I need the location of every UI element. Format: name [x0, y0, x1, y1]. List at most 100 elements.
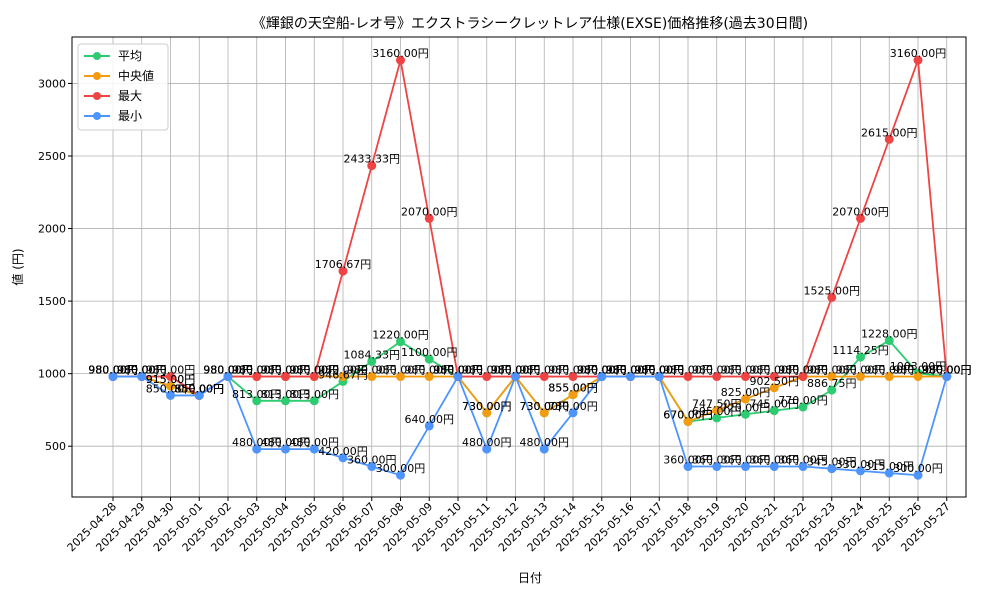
data-label: 360.00円 [692, 454, 742, 467]
data-label: 980.00円 [433, 364, 483, 377]
data-label: 1114.25円 [832, 344, 889, 357]
data-label: 3160.00円 [372, 47, 429, 60]
data-label: 980.00円 [261, 364, 311, 377]
data-point [338, 372, 348, 382]
data-point [338, 266, 348, 276]
data-label: 345.00円 [807, 456, 857, 469]
data-label: 855.00円 [548, 382, 598, 395]
data-point [568, 408, 578, 418]
y-tick-label: 2000 [38, 223, 66, 236]
data-label: 980.00円 [491, 364, 541, 377]
data-label: 980.00円 [491, 364, 541, 377]
data-label: 980.00円 [203, 364, 253, 377]
data-point [166, 390, 175, 400]
data-point [827, 385, 837, 395]
data-label: 980.00円 [117, 364, 167, 377]
data-label: 980.00円 [922, 364, 972, 377]
data-point [741, 409, 750, 419]
data-label: 980.00円 [692, 364, 742, 377]
data-label: 2070.00円 [401, 205, 458, 218]
data-point [798, 372, 808, 382]
data-label: 730.00円 [520, 400, 570, 413]
data-point [252, 396, 262, 406]
data-point [108, 372, 118, 382]
data-point [424, 213, 434, 223]
data-label: 980.00円 [606, 364, 656, 377]
data-point [309, 396, 319, 406]
data-label: 980.00円 [922, 364, 972, 377]
data-label: 300.00円 [893, 462, 943, 475]
data-label: 360.00円 [663, 454, 713, 467]
data-point [338, 453, 348, 463]
data-point [453, 372, 463, 382]
data-point [769, 462, 779, 472]
y-axis-ticks: 500 1000 1500 2000 2500 3000 [38, 77, 72, 453]
data-point [884, 336, 894, 346]
data-point [367, 161, 377, 171]
data-point [539, 372, 549, 382]
data-label: 1525.00円 [804, 284, 861, 297]
data-label: 980.00円 [577, 364, 627, 377]
data-label: 980.00円 [922, 364, 972, 377]
data-point [884, 468, 894, 478]
data-label: 980.00円 [836, 364, 886, 377]
data-label: 420.00円 [318, 445, 368, 458]
data-label: 980.00円 [577, 364, 627, 377]
data-point [367, 356, 377, 366]
data-point [281, 372, 290, 382]
data-label: 330.00円 [836, 458, 886, 471]
data-label: 980.00円 [663, 364, 713, 377]
data-label: 980.00円 [203, 364, 253, 377]
data-label: 813.00円 [261, 388, 311, 401]
series-layer [108, 55, 952, 480]
data-point [281, 396, 290, 406]
data-label: 695.00円 [692, 405, 742, 418]
data-label: 640.00円 [405, 413, 455, 426]
legend-swatch-marker [93, 92, 101, 100]
y-tick-label: 1000 [38, 368, 66, 381]
data-label: 980.00円 [433, 364, 483, 377]
data-label: 980.00円 [606, 364, 656, 377]
legend-label: 最大 [118, 89, 142, 103]
data-label: 980.00円 [433, 364, 483, 377]
data-point [913, 372, 923, 382]
data-label: 813.00円 [290, 388, 340, 401]
data-point [137, 372, 147, 382]
data-point [913, 55, 923, 65]
data-point [942, 372, 952, 382]
data-label: 850.00円 [175, 382, 225, 395]
data-label: 980.00円 [491, 364, 541, 377]
data-label: 730.00円 [548, 400, 598, 413]
data-label: 730.00円 [520, 400, 570, 413]
data-point [482, 372, 492, 382]
data-point [769, 406, 779, 416]
data-label: 980.00円 [548, 364, 598, 377]
data-label: 980.00円 [462, 364, 512, 377]
data-point [769, 383, 779, 393]
data-label: 980.00円 [290, 364, 340, 377]
data-point [396, 337, 405, 347]
data-point [856, 372, 865, 382]
legend-swatch-marker [93, 52, 101, 60]
data-point [281, 444, 290, 454]
data-label: 360.00円 [721, 454, 771, 467]
data-point [511, 372, 520, 382]
data-label: 855.00円 [548, 382, 598, 395]
data-point [482, 444, 492, 454]
data-label: 915.00円 [146, 373, 196, 386]
data-point [884, 134, 894, 144]
data-label: 720.00円 [721, 401, 771, 414]
data-label: 1003.00円 [890, 360, 947, 373]
data-point [166, 372, 175, 382]
data-label: 980.00円 [88, 364, 138, 377]
chart-title: 《輝銀の天空船-レオ号》エクストラシークレットレア仕様(EXSE)価格推移(過去… [252, 16, 808, 32]
data-point [741, 462, 750, 472]
data-label: 480.00円 [462, 436, 512, 449]
data-point [424, 421, 434, 431]
data-point [712, 413, 722, 423]
data-label: 813.00円 [232, 388, 282, 401]
data-label: 2433.33円 [344, 153, 401, 166]
data-label: 825.00円 [721, 386, 771, 399]
